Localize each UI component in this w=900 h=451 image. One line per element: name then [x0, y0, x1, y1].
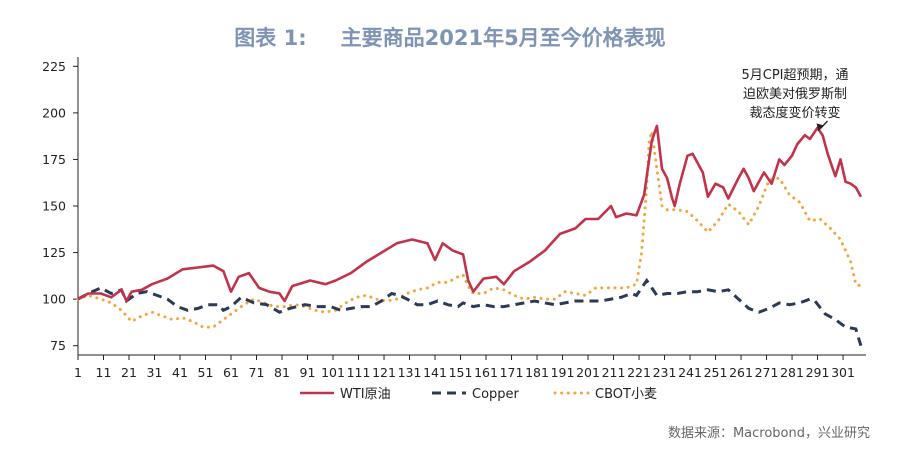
series-line-wheat	[76, 131, 863, 329]
chart-title: 图表 1: 主要商品2021年5月至今价格表现	[0, 22, 900, 52]
y-tick-label: 150	[42, 199, 66, 214]
x-tick-label: 251	[704, 365, 728, 380]
x-tick-label: 291	[806, 365, 830, 380]
legend-label-wheat: CBOT小麦	[595, 387, 657, 402]
x-tick-label: 51	[198, 365, 214, 380]
x-tick-label: 91	[300, 365, 316, 380]
x-tick-label: 301	[831, 365, 855, 380]
x-tick-label: 231	[653, 365, 677, 380]
x-tick-label: 181	[525, 365, 549, 380]
y-tick-label: 100	[42, 292, 66, 307]
x-tick-label: 271	[755, 365, 779, 380]
legend-label-wti: WTI原油	[340, 387, 391, 402]
x-tick-label: 221	[627, 365, 651, 380]
x-tick-label: 1	[74, 365, 82, 380]
series-layer	[76, 124, 863, 347]
x-tick-label: 141	[423, 365, 447, 380]
annotation-arrow-head	[816, 123, 824, 132]
source-note: 数据来源：Macrobond，兴业研究	[667, 426, 870, 441]
x-tick-label: 111	[347, 365, 371, 380]
y-tick-label: 225	[42, 59, 66, 74]
x-tick-label: 261	[729, 365, 753, 380]
y-tick-label: 200	[42, 105, 66, 120]
x-tick-label: 31	[147, 365, 163, 380]
x-tick-label: 191	[551, 365, 575, 380]
series-line-wti	[77, 124, 863, 303]
x-tick-label: 61	[223, 365, 239, 380]
x-tick-label: 81	[274, 365, 290, 380]
chart-title-text: 主要商品2021年5月至今价格表现	[340, 26, 666, 50]
annotation-line: 裁态度变价转变	[749, 105, 840, 121]
x-tick-label: 241	[678, 365, 702, 380]
x-tick-label: 121	[372, 365, 396, 380]
chart-legend: WTI原油 Copper CBOT小麦	[300, 387, 657, 402]
x-tick-label: 131	[398, 365, 422, 380]
x-tick-label: 151	[449, 365, 473, 380]
x-tick-label: 161	[474, 365, 498, 380]
x-tick-label: 71	[249, 365, 265, 380]
annotation-line: 迫欧美对俄罗斯制	[743, 87, 847, 102]
x-tick-label: 201	[576, 365, 600, 380]
y-tick-label: 175	[42, 152, 66, 167]
legend-label-copper: Copper	[472, 387, 520, 402]
x-tick-label: 281	[780, 365, 804, 380]
y-tick-label: 75	[50, 338, 66, 353]
x-tick-label: 101	[321, 365, 345, 380]
chart-title-number: 图表 1:	[234, 26, 307, 50]
x-tick-label: 11	[96, 365, 112, 380]
annotation-line: 5月CPI超预期，通	[741, 68, 848, 83]
x-tick-label: 41	[172, 365, 188, 380]
x-tick-label: 211	[602, 365, 626, 380]
x-tick-label: 21	[121, 365, 137, 380]
x-tick-label: 171	[500, 365, 524, 380]
y-tick-label: 125	[42, 245, 66, 260]
series-line-copper	[77, 277, 863, 347]
